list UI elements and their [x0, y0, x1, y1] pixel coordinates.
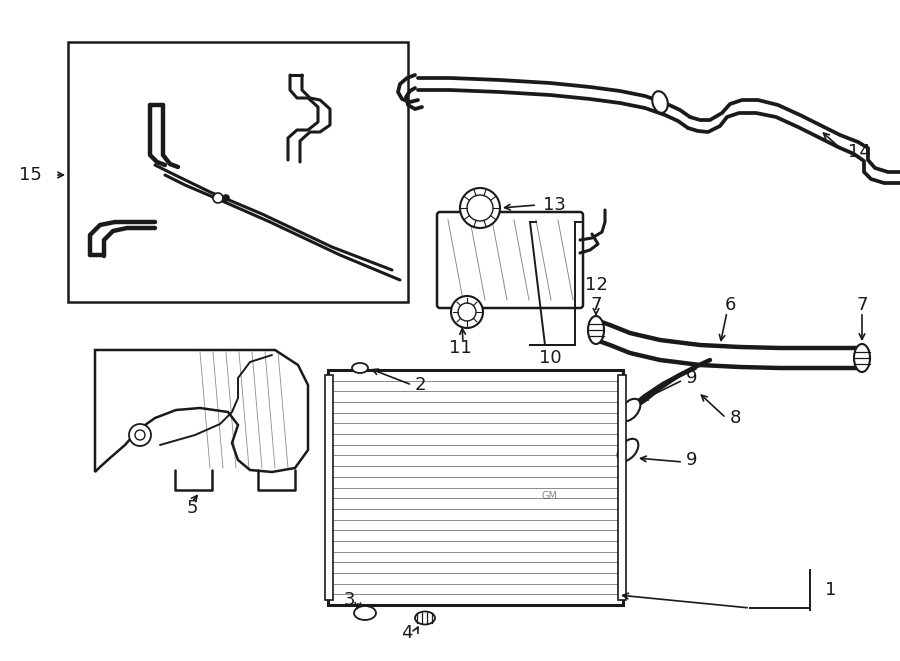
- Text: 7: 7: [590, 296, 602, 314]
- Text: 7: 7: [856, 296, 868, 314]
- Circle shape: [458, 303, 476, 321]
- Text: 4: 4: [401, 624, 413, 642]
- Text: 2: 2: [415, 376, 427, 394]
- Text: 8: 8: [730, 409, 742, 427]
- Text: 5: 5: [186, 499, 198, 517]
- Text: 14: 14: [848, 143, 871, 161]
- Text: 15: 15: [19, 166, 42, 184]
- Bar: [68, 42, 408, 302]
- Ellipse shape: [617, 439, 638, 461]
- FancyBboxPatch shape: [437, 212, 583, 308]
- Circle shape: [451, 296, 483, 328]
- Ellipse shape: [415, 611, 435, 625]
- Text: GM: GM: [541, 491, 557, 501]
- Circle shape: [129, 424, 151, 446]
- Ellipse shape: [588, 316, 604, 344]
- Text: 12: 12: [585, 276, 608, 294]
- Text: 3: 3: [344, 591, 355, 609]
- Circle shape: [467, 195, 493, 221]
- Bar: [328, 370, 623, 605]
- Text: 9: 9: [686, 451, 698, 469]
- Text: 1: 1: [825, 581, 836, 599]
- Circle shape: [223, 195, 229, 201]
- Circle shape: [135, 430, 145, 440]
- Text: 13: 13: [543, 196, 566, 214]
- Circle shape: [213, 193, 223, 203]
- Text: 9: 9: [686, 369, 698, 387]
- Ellipse shape: [652, 91, 668, 113]
- Bar: [618, 375, 626, 600]
- Bar: [325, 375, 333, 600]
- Circle shape: [460, 188, 500, 228]
- Text: 11: 11: [448, 339, 472, 357]
- Text: 10: 10: [539, 349, 562, 367]
- Ellipse shape: [619, 399, 641, 421]
- Ellipse shape: [854, 344, 870, 372]
- Text: 6: 6: [724, 296, 735, 314]
- Ellipse shape: [354, 606, 376, 620]
- Ellipse shape: [352, 363, 368, 373]
